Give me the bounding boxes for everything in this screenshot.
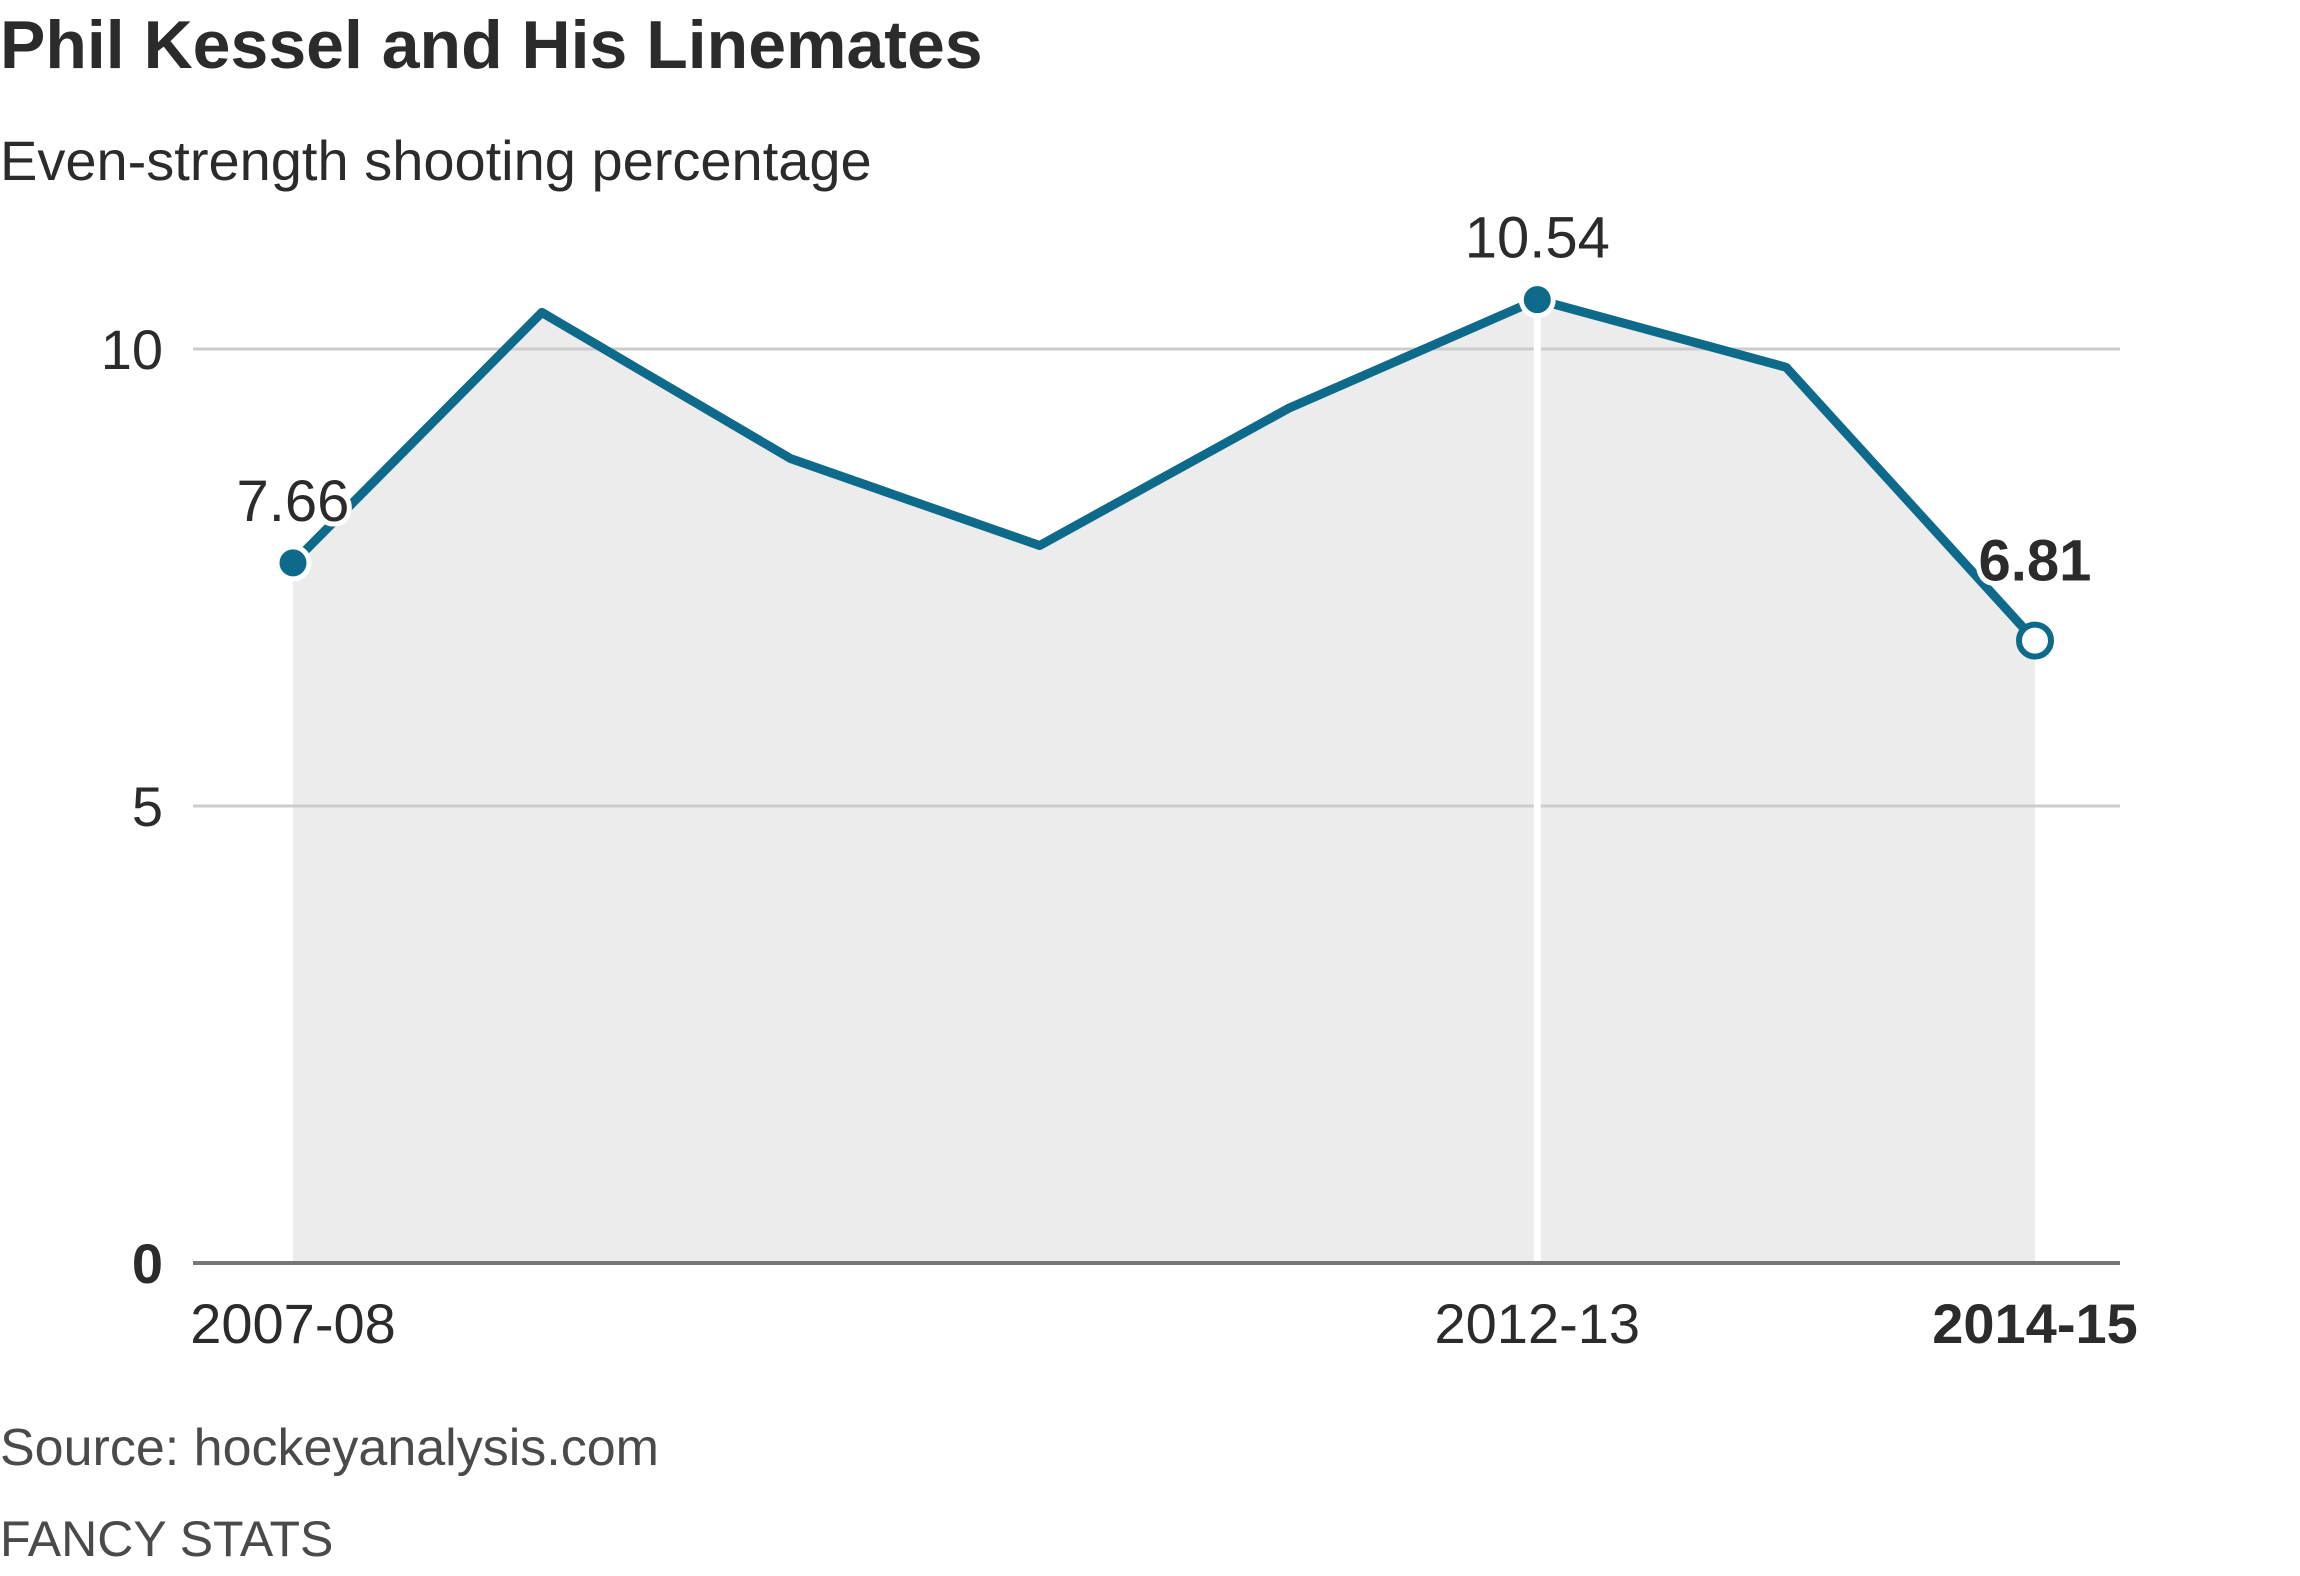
section-tag: FANCY STATS — [0, 1511, 334, 1567]
chart-title: Phil Kessel and His Linemates — [0, 7, 983, 83]
data-label-10.54: 10.54 — [1465, 206, 1610, 271]
series-line — [288, 295, 2040, 646]
data-point-marker-6.81 — [2015, 621, 2054, 660]
data-label-6.81: 6.81 — [1979, 529, 2092, 594]
source-note: Source: hockeyanalysis.com — [0, 1419, 659, 1477]
x-tick-label-2012-13: 2012-13 — [1435, 1292, 1641, 1355]
y-tick-label-0: 0 — [132, 1232, 163, 1295]
data-label-7.66: 7.66 — [237, 469, 350, 534]
chart-subtitle: Even-strength shooting percentage — [0, 129, 872, 192]
area-fill — [293, 299, 2035, 1263]
x-tick-label-2007-08: 2007-08 — [190, 1292, 396, 1355]
data-point-marker-10.54 — [1518, 281, 1556, 319]
data-point-marker-7.66 — [274, 544, 312, 582]
y-tick-label-5: 5 — [132, 775, 163, 838]
y-tick-label-10: 10 — [101, 318, 163, 381]
x-tick-label-2014-15: 2014-15 — [1932, 1292, 2138, 1355]
